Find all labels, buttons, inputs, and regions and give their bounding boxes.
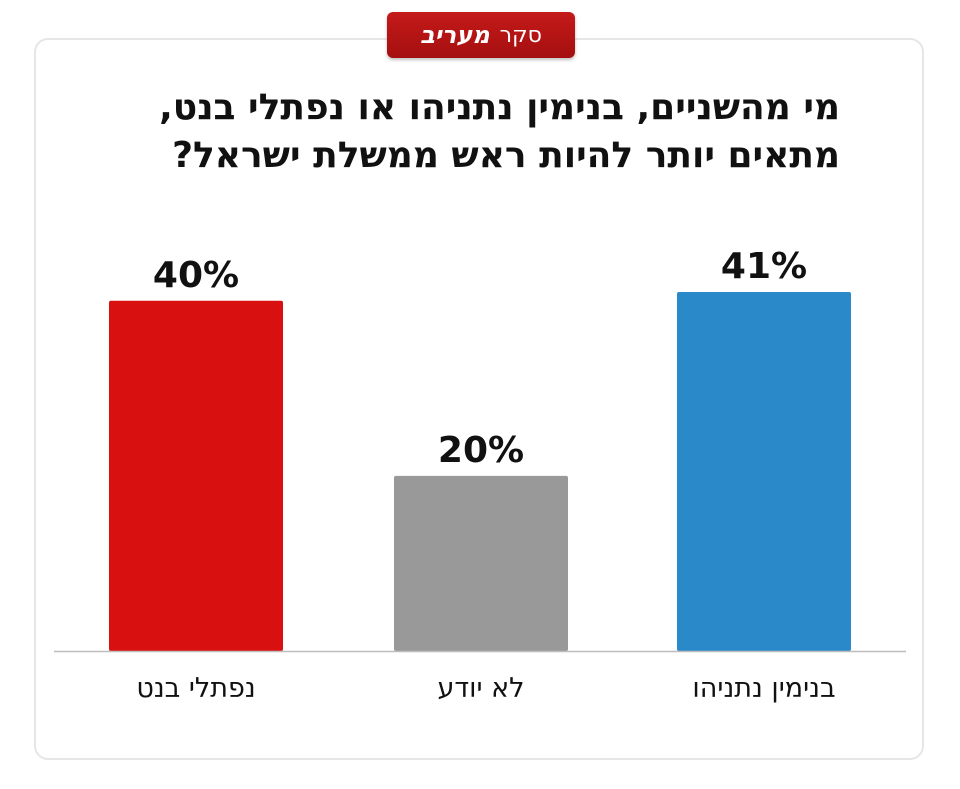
category-label: בנימין נתניהו [692, 673, 835, 704]
bar [677, 292, 851, 651]
bar [109, 300, 283, 651]
category-label: לא יודע [437, 673, 524, 704]
badge-brand-logo: מעריב [420, 21, 490, 49]
bar-value-label: 41% [721, 246, 807, 287]
bar-value-label: 40% [153, 255, 239, 296]
badge-label: סקר [499, 22, 542, 48]
chart-title-line-2: מתאים יותר להיות ראש ממשלת ישראל? [172, 135, 840, 176]
bar-value-label: 20% [438, 430, 524, 471]
category-label: נפתלי בנט [136, 673, 255, 704]
poll-badge: סקר מעריב [387, 12, 575, 58]
chart-title-line-1: מי מהשניים, בנימין נתניהו או נפתלי בנט, [159, 87, 840, 128]
bar [394, 475, 568, 651]
chart-title: מי מהשניים, בנימין נתניהו או נפתלי בנט, … [60, 84, 840, 180]
